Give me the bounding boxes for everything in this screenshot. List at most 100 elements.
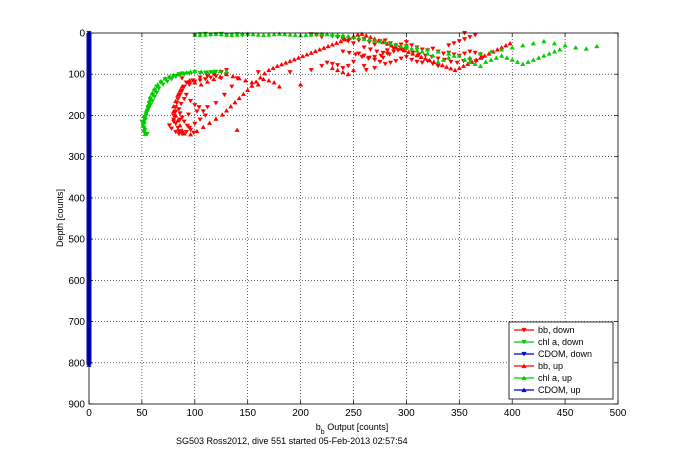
data-point — [334, 40, 340, 45]
data-point — [192, 80, 198, 85]
data-point — [194, 109, 200, 114]
data-point — [188, 132, 194, 137]
data-point — [562, 43, 568, 48]
x-tick-label: 450 — [557, 408, 574, 419]
data-point — [236, 75, 242, 81]
data-point — [283, 60, 289, 65]
data-point — [477, 63, 484, 68]
data-point — [308, 68, 314, 73]
data-point — [583, 46, 589, 51]
data-point — [342, 37, 348, 42]
x-tick-label: 150 — [239, 408, 256, 419]
data-point — [185, 112, 192, 117]
data-point — [418, 54, 424, 59]
data-point — [546, 51, 552, 56]
data-point — [229, 84, 235, 89]
data-point — [367, 47, 373, 52]
data-point — [175, 118, 181, 123]
legend-label: chl a, up — [538, 373, 572, 383]
legend-marker — [521, 339, 527, 345]
data-point — [171, 104, 177, 109]
data-point — [440, 51, 446, 56]
data-point — [387, 40, 394, 46]
data-point — [190, 78, 196, 83]
x-axis-ticks: 0 50 100 150 200 250 300 350 400 450 500 — [86, 33, 627, 419]
data-point — [319, 31, 325, 36]
data-point — [313, 31, 320, 37]
data-point — [171, 72, 177, 78]
data-point — [240, 91, 247, 96]
legend-box — [508, 321, 614, 400]
data-point — [329, 32, 335, 37]
data-point — [208, 70, 214, 75]
data-point — [197, 75, 203, 80]
data-point — [223, 69, 230, 74]
data-point — [372, 66, 378, 71]
data-point — [414, 59, 420, 65]
data-point — [335, 67, 341, 73]
data-point — [325, 43, 331, 49]
data-point — [372, 54, 378, 60]
data-point — [181, 96, 187, 102]
data-point — [188, 99, 194, 104]
data-point — [350, 34, 357, 40]
data-point — [278, 61, 285, 67]
data-point — [303, 32, 309, 38]
data-point — [363, 33, 369, 38]
series-4 — [140, 31, 600, 136]
data-point — [255, 32, 261, 37]
data-point — [287, 32, 293, 37]
data-point — [308, 50, 314, 55]
data-point — [393, 59, 399, 64]
data-point — [329, 65, 335, 71]
data-point — [340, 49, 346, 54]
data-point — [419, 49, 425, 54]
x-tick-label: 400 — [504, 408, 521, 419]
data-point — [177, 111, 183, 116]
data-point — [507, 40, 513, 46]
data-point — [324, 31, 330, 37]
data-point — [329, 61, 335, 67]
data-point — [287, 58, 293, 64]
data-point — [257, 75, 263, 80]
data-point — [361, 36, 367, 41]
data-point — [536, 55, 542, 60]
figure-caption: SG503 Ross2012, dive 551 started 05-Feb-… — [176, 436, 408, 446]
data-point — [477, 51, 484, 56]
data-point — [152, 86, 158, 91]
data-point — [398, 43, 404, 49]
data-point — [253, 79, 259, 84]
y-tick-label: 0 — [79, 29, 85, 40]
data-point — [430, 53, 436, 58]
x-tick-label: 0 — [86, 408, 92, 419]
data-point — [473, 57, 479, 62]
data-point — [221, 92, 227, 98]
data-point — [422, 56, 429, 61]
data-point — [414, 52, 420, 58]
y-tick-label: 700 — [68, 317, 85, 328]
data-point — [183, 70, 189, 75]
data-point — [213, 74, 219, 79]
data-point — [213, 101, 219, 106]
data-point — [398, 56, 404, 61]
data-point — [142, 115, 148, 120]
data-point — [440, 57, 446, 62]
data-point — [520, 43, 526, 48]
data-point — [223, 108, 230, 113]
data-point — [414, 47, 420, 53]
data-point — [365, 56, 371, 61]
data-point — [451, 41, 457, 46]
data-point — [202, 32, 208, 37]
data-point — [291, 57, 297, 62]
data-point — [266, 67, 272, 73]
y-tick-label: 600 — [68, 276, 85, 287]
legend-label: chl a, down — [538, 337, 584, 347]
data-point — [594, 43, 600, 49]
data-point — [472, 61, 478, 66]
legend-marker — [521, 375, 527, 381]
data-point — [223, 71, 230, 77]
data-point — [274, 63, 280, 68]
data-point — [192, 68, 198, 73]
data-point — [525, 59, 531, 64]
data-point — [181, 131, 187, 136]
